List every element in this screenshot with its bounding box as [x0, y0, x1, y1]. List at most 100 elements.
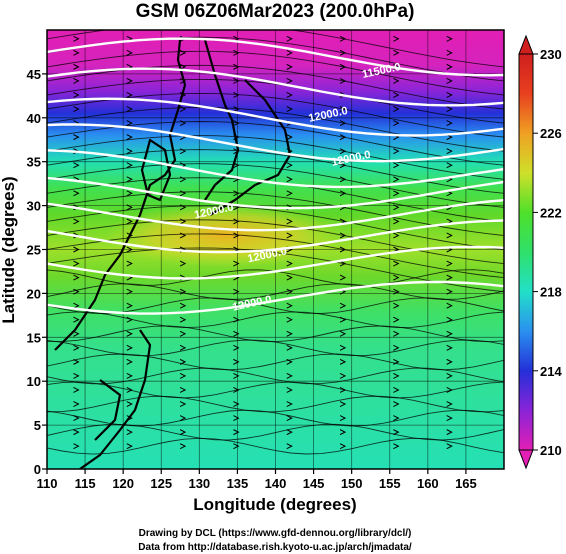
- contour-line: [47, 97, 504, 137]
- colorbar: 210 214 218 222 226 230: [518, 34, 562, 470]
- wind-arrow: [286, 49, 293, 56]
- wind-arrow: [126, 358, 133, 365]
- wind-arrow: [339, 260, 347, 267]
- wind-arrow: [179, 415, 187, 422]
- wind-arrow: [286, 274, 293, 281]
- wind-arrow: [393, 344, 400, 351]
- wind-arrow: [393, 120, 400, 127]
- wind-arrow: [126, 49, 133, 56]
- wind-arrow: [393, 162, 400, 169]
- y-axis-ticks: 0 5 10 15 20 25 30 35 40 45: [27, 67, 47, 477]
- wind-arrow: [126, 429, 133, 436]
- wind-arrow: [126, 260, 133, 267]
- wind-arrow: [446, 372, 453, 379]
- wind-arrow: [446, 232, 453, 239]
- wind-arrow: [393, 330, 400, 337]
- wind-arrow: [286, 443, 293, 450]
- contour-line: [47, 37, 504, 77]
- wind-arrow: [286, 344, 293, 351]
- wind-arrow: [73, 260, 80, 267]
- wind-arrow: [179, 443, 187, 450]
- wind-arrow: [286, 176, 293, 183]
- x-tick-label: 160: [417, 476, 439, 491]
- warm-anomaly: [105, 203, 345, 267]
- wind-arrow: [339, 148, 347, 155]
- wind-arrow: [73, 92, 80, 98]
- wind-arrow: [286, 92, 293, 98]
- wind-arrow: [393, 176, 400, 183]
- wind-arrow: [233, 387, 240, 393]
- wind-arrow: [393, 302, 400, 309]
- wind-arrow: [179, 372, 187, 379]
- wind-arrow: [286, 330, 293, 337]
- wind-arrow: [73, 443, 80, 450]
- wind-arrow: [446, 302, 453, 309]
- wind-arrow: [73, 415, 80, 422]
- x-tick-label: 155: [379, 476, 401, 491]
- wind-arrow: [73, 49, 80, 56]
- wind-arrow: [446, 162, 453, 169]
- wind-arrow: [286, 218, 293, 225]
- x-axis-label: Longitude (degrees): [193, 495, 356, 514]
- wind-arrow: [126, 344, 133, 351]
- wind-arrow: [339, 106, 347, 112]
- wind-arrow: [393, 429, 400, 436]
- wind-arrow: [339, 372, 347, 379]
- wind-arrow: [339, 232, 347, 239]
- colorbar-min-arrow: [518, 449, 534, 470]
- wind-arrow: [393, 401, 400, 407]
- contour-line: [47, 149, 504, 189]
- wind-arrow: [179, 344, 187, 351]
- wind-arrow: [393, 372, 400, 379]
- wind-arrow: [339, 443, 347, 450]
- wind-arrow: [446, 316, 453, 323]
- wind-arrow: [73, 77, 80, 84]
- wind-arrow: [179, 401, 187, 407]
- wind-arrow: [339, 387, 347, 393]
- wind-arrow: [126, 106, 133, 112]
- wind-arrow: [73, 302, 80, 309]
- wind-arrow: [446, 443, 453, 450]
- wind-arrow: [126, 134, 133, 141]
- contour-line: [47, 67, 504, 107]
- wind-arrow: [233, 429, 240, 436]
- x-tick-label: 135: [227, 476, 249, 491]
- contour-line: [47, 245, 504, 280]
- wind-arrow: [73, 344, 80, 351]
- geopotential-contours: [47, 37, 504, 315]
- wind-arrow: [73, 35, 80, 42]
- x-axis-ticks: 110 115 120 125 130 135 140 145 150 155 160 165: [37, 469, 477, 491]
- x-tick-label: 150: [341, 476, 363, 491]
- wind-arrow: [73, 330, 80, 337]
- y-tick-label: 40: [27, 111, 41, 126]
- wind-arrow: [446, 77, 453, 84]
- y-tick-label: 45: [27, 67, 41, 82]
- wind-arrow: [393, 232, 400, 239]
- wind-arrow: [286, 190, 293, 197]
- wind-arrow: [446, 401, 453, 407]
- wind-arrow: [179, 358, 187, 365]
- wind-arrow: [339, 415, 347, 422]
- wind-arrow: [339, 401, 347, 407]
- wind-arrow: [339, 120, 347, 127]
- wind-arrow: [126, 302, 133, 309]
- wind-arrow: [126, 176, 133, 183]
- y-tick-label: 35: [27, 155, 41, 170]
- wind-arrow: [339, 330, 347, 337]
- wind-arrow: [393, 218, 400, 225]
- wind-arrow: [339, 316, 347, 323]
- wind-arrow: [339, 63, 347, 70]
- contour-line: [47, 280, 504, 315]
- wind-arrow: [73, 387, 80, 393]
- wind-arrow: [286, 372, 293, 379]
- wind-arrow: [126, 190, 133, 197]
- wind-arrow: [393, 190, 400, 197]
- wind-arrow: [233, 372, 240, 379]
- colorbar-ticks: 210 214 218 222 226 230: [533, 47, 562, 458]
- wind-arrow: [339, 162, 347, 169]
- wind-arrow: [446, 415, 453, 422]
- y-tick-label: 10: [27, 374, 41, 389]
- wind-arrow: [286, 232, 293, 239]
- wind-arrow: [286, 134, 293, 141]
